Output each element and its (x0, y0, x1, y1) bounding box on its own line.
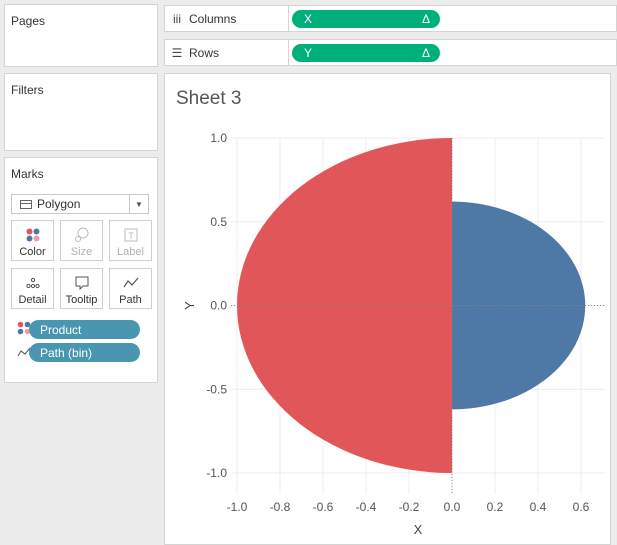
label-button[interactable]: T Label (109, 220, 152, 261)
x-pill-label: X (304, 12, 313, 26)
x-tick-label: -0.4 (356, 500, 377, 514)
path-button[interactable]: Path (109, 268, 152, 309)
rows-shelf[interactable]: ☰ Rows Y Δ (164, 39, 617, 66)
product-field-label: Product (40, 322, 82, 337)
series-shape-red[interactable] (237, 138, 452, 473)
chevron-down-icon[interactable]: ▼ (129, 195, 148, 213)
y-tick-label: 0.0 (210, 299, 227, 313)
x-tick-label: -0.2 (399, 500, 420, 514)
pages-title: Pages (11, 14, 46, 28)
x-axis-title[interactable]: X (414, 522, 423, 537)
chart-svg[interactable]: -1.0 -0.8 -0.6 -0.4 -0.2 0.0 0.2 0.4 0.6 1.0 0.5 0.… (165, 74, 610, 544)
viz-area: Sheet 3 -1.0 -0.8 -0.6 -0.4 -0.2 0.0 0.2 0.4 0.6… (164, 73, 611, 545)
columns-shelf[interactable]: iii Columns X Δ (164, 5, 617, 32)
y-tick-label: -0.5 (206, 382, 227, 396)
x-column-pill[interactable]: X Δ (292, 10, 440, 28)
x-tick-label: 0.2 (487, 500, 504, 514)
series-shape-blue[interactable] (452, 201, 586, 410)
product-field-pill[interactable]: Product (29, 320, 140, 339)
svg-text:T: T (128, 231, 134, 241)
delta-icon: Δ (421, 12, 430, 26)
path-label: Path (119, 294, 142, 306)
columns-icon: iii (173, 11, 181, 26)
rows-shelf-label: ☰ Rows (171, 40, 289, 65)
zero-lines (231, 138, 605, 494)
polygon-mark-icon (20, 199, 32, 209)
path-bin-field-pill[interactable]: Path (bin) (29, 343, 140, 362)
path-bin-field-label: Path (bin) (40, 345, 93, 360)
marks-title: Marks (11, 167, 44, 181)
detail-button[interactable]: Detail (11, 268, 54, 309)
x-tick-label: 0.6 (573, 500, 590, 514)
path-field-icon (17, 346, 31, 361)
label-label: Label (117, 246, 144, 258)
mark-type-label: Polygon (37, 197, 81, 211)
rows-icon: ☰ (171, 45, 183, 60)
tooltip-button[interactable]: Tooltip (60, 268, 103, 309)
x-tick-label: -1.0 (227, 500, 248, 514)
x-tick-label: -0.6 (313, 500, 334, 514)
columns-shelf-label: iii Columns (171, 6, 289, 31)
size-label: Size (70, 246, 93, 258)
pages-card[interactable]: Pages (4, 4, 158, 67)
sheet-title[interactable]: Sheet 3 (176, 88, 242, 109)
y-tick-label: 1.0 (210, 131, 227, 145)
size-button[interactable]: Size (60, 220, 103, 261)
delta-icon: Δ (421, 46, 430, 60)
detail-label: Detail (18, 294, 47, 306)
size-icon (61, 221, 102, 243)
rows-label: Rows (189, 45, 220, 60)
detail-icon (12, 269, 53, 291)
columns-label: Columns (189, 11, 237, 26)
color-icon (12, 221, 53, 243)
tooltip-label: Tooltip (65, 294, 98, 306)
color-button[interactable]: Color (11, 220, 54, 261)
color-label: Color (19, 246, 46, 258)
y-axis-title[interactable]: Y (182, 301, 197, 310)
x-tick-label: 0.4 (530, 500, 547, 514)
color-field-icon (17, 321, 31, 338)
x-tick-label: -0.8 (270, 500, 291, 514)
axes: -1.0 -0.8 -0.6 -0.4 -0.2 0.0 0.2 0.4 0.6 1.0 0.5 0.… (182, 131, 590, 537)
marks-card: Marks Polygon ▼ Color Size T Label Detai… (4, 157, 158, 383)
tooltip-icon (61, 269, 102, 291)
label-icon: T (110, 221, 151, 243)
y-tick-label: 0.5 (210, 215, 227, 229)
y-tick-label: -1.0 (206, 466, 227, 480)
chart-shapes[interactable] (237, 138, 586, 473)
filters-title: Filters (11, 83, 44, 97)
mark-type-dropdown[interactable]: Polygon ▼ (11, 194, 149, 214)
path-icon (110, 269, 151, 291)
filters-card[interactable]: Filters (4, 73, 158, 151)
y-row-pill[interactable]: Y Δ (292, 44, 440, 62)
y-pill-label: Y (304, 46, 313, 60)
x-tick-label: 0.0 (444, 500, 461, 514)
